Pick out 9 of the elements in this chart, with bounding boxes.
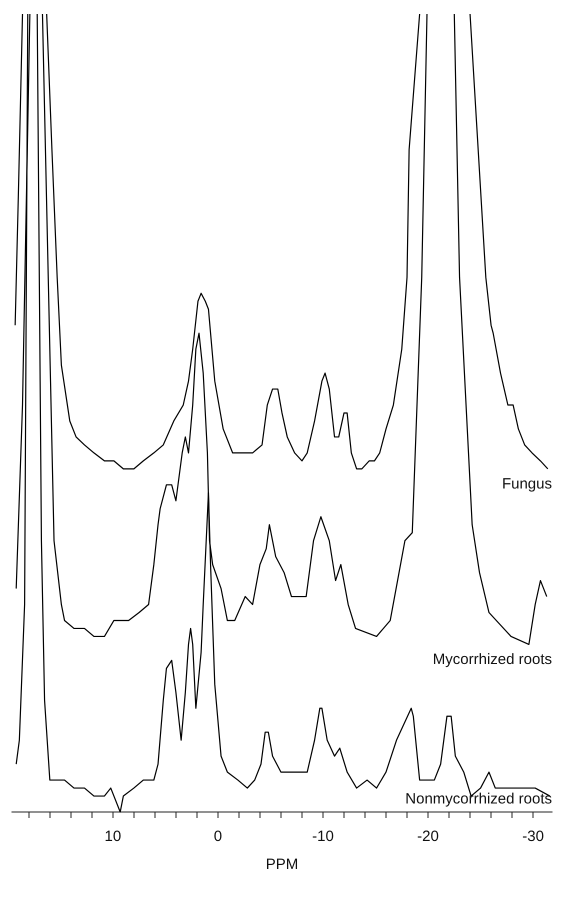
series-label: Nonmycorrhized roots: [405, 790, 552, 808]
x-axis-title: PPM: [266, 856, 298, 874]
series-label: Fungus: [502, 476, 552, 492]
series-label: Mycorrhized roots: [432, 651, 552, 668]
x-tick-label: 10: [104, 828, 122, 846]
x-tick-label: 0: [214, 828, 222, 846]
x-tick-label: -10: [312, 828, 334, 846]
x-tick-label: -30: [522, 828, 544, 846]
x-tick-label: -20: [417, 828, 439, 846]
